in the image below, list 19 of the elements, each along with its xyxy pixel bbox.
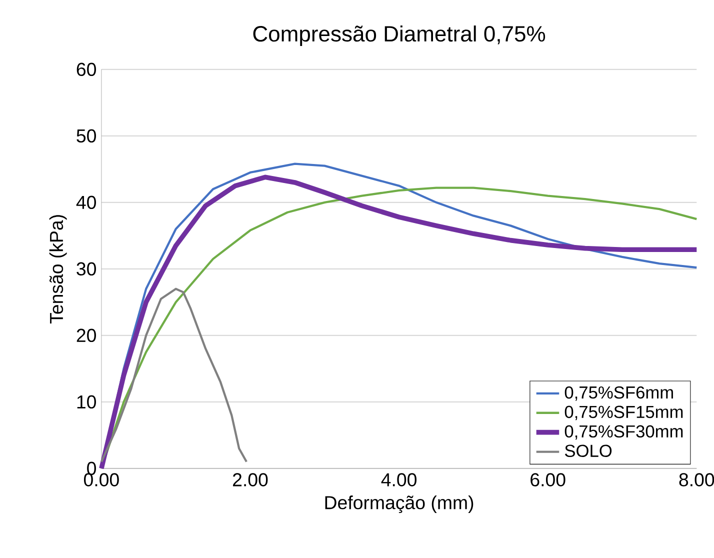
chart-title: Compressão Diametral 0,75% [253,26,546,46]
y-tick-label: 30 [76,262,96,276]
y-axis-title: Tensão (kPa) [49,215,67,324]
x-tick-label: 2.00 [233,473,268,486]
line-series [100,288,248,463]
y-tick-label: 20 [76,328,96,342]
legend-label: 0,75%SF15mm [564,406,683,420]
y-tick-label: 60 [76,62,96,76]
x-tick-label: 4.00 [381,473,416,486]
y-tick-label: 40 [76,196,96,210]
x-tick-label: 8.00 [679,473,714,486]
x-axis-title: Deformação (mm) [325,496,474,514]
legend-label: 0,75%SF30mm [564,425,683,440]
legend-label: 0,75%SF6mm [564,386,673,401]
legend-label: SOLO [564,444,612,458]
y-tick-label: 10 [77,395,96,409]
y-tick-label: 50 [76,129,96,143]
x-tick-label: 6.00 [530,473,566,486]
x-tick-label: 0.00 [84,473,119,486]
